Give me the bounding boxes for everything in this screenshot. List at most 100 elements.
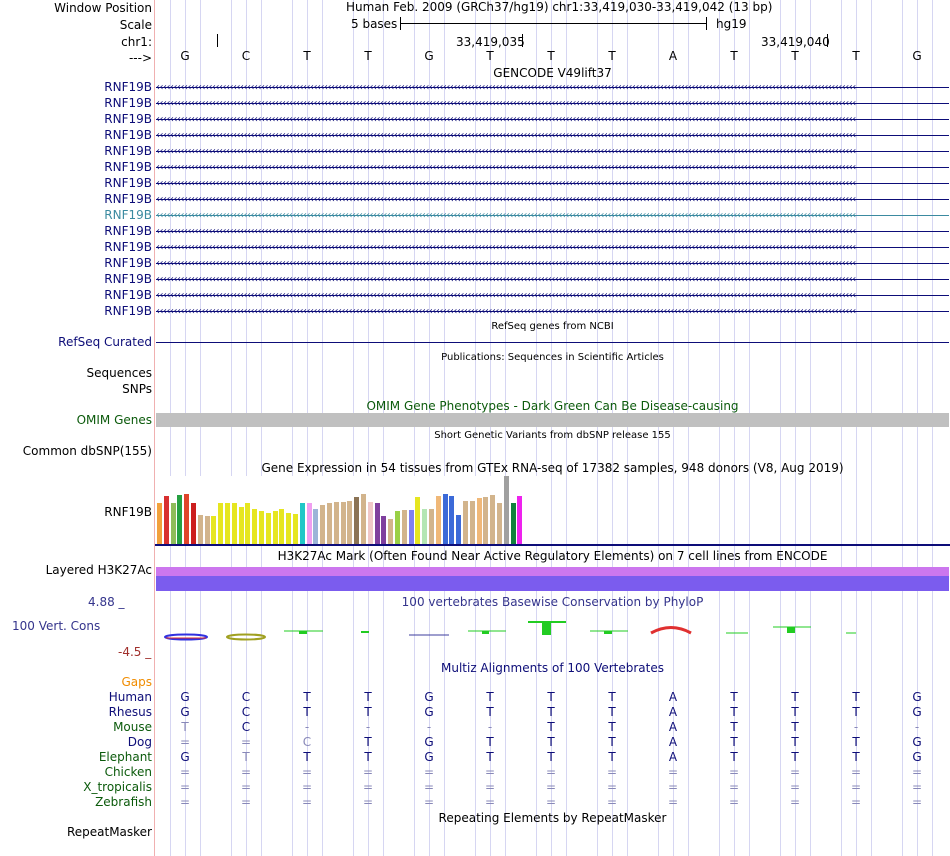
- conservation-plot[interactable]: [156, 612, 949, 652]
- repeatmasker-label[interactable]: RepeatMasker: [66, 825, 152, 839]
- gtex-bar[interactable]: [259, 511, 264, 544]
- repeatmasker-track-title[interactable]: Repeating Elements by RepeatMasker: [438, 811, 667, 825]
- gtex-bar[interactable]: [517, 496, 523, 544]
- gtex-bar[interactable]: [320, 505, 326, 544]
- multiz-gaps-label[interactable]: Gaps: [121, 675, 152, 689]
- multiz-species-label[interactable]: Dog: [127, 735, 152, 749]
- gtex-bar[interactable]: [381, 516, 387, 544]
- gtex-bar[interactable]: [497, 503, 502, 544]
- gtex-bar[interactable]: [177, 495, 183, 544]
- gtex-bar[interactable]: [442, 494, 448, 544]
- gtex-bar[interactable]: [347, 501, 353, 544]
- gtex-gene-label[interactable]: RNF19B: [104, 505, 152, 519]
- conservation-label[interactable]: 100 Vert. Cons: [12, 619, 101, 633]
- gencode-gene-label[interactable]: RNF19B: [104, 240, 152, 254]
- gtex-bar[interactable]: [279, 509, 285, 544]
- gtex-bar[interactable]: [435, 496, 441, 544]
- gtex-bar[interactable]: [313, 509, 319, 544]
- gtex-bar[interactable]: [361, 494, 366, 544]
- gencode-gene-label[interactable]: RNF19B: [104, 288, 152, 302]
- gtex-bar[interactable]: [231, 503, 237, 544]
- gtex-bar[interactable]: [395, 511, 400, 544]
- gtex-bar[interactable]: [265, 513, 271, 544]
- gtex-bar[interactable]: [408, 510, 414, 544]
- refseq-gene-line[interactable]: [156, 342, 949, 343]
- gencode-gene-feature[interactable]: ‹‹‹‹‹‹‹‹‹‹‹‹‹‹‹‹‹‹‹‹‹‹‹‹‹‹‹‹‹‹‹‹‹‹‹‹‹‹‹‹…: [156, 147, 949, 157]
- gtex-bar[interactable]: [401, 510, 407, 544]
- gtex-bar-chart[interactable]: [155, 476, 550, 544]
- gtex-bar[interactable]: [510, 503, 516, 544]
- omim-feature-bar[interactable]: [156, 413, 949, 427]
- gencode-gene-feature[interactable]: ‹‹‹‹‹‹‹‹‹‹‹‹‹‹‹‹‹‹‹‹‹‹‹‹‹‹‹‹‹‹‹‹‹‹‹‹‹‹‹‹…: [156, 259, 949, 269]
- h3k27ac-track-title[interactable]: H3K27Ac Mark (Often Found Near Active Re…: [277, 549, 828, 563]
- gtex-bar[interactable]: [286, 513, 292, 544]
- gtex-bar[interactable]: [327, 503, 332, 544]
- gtex-bar[interactable]: [252, 509, 258, 544]
- gencode-track-title[interactable]: GENCODE V49lift37: [493, 66, 612, 80]
- gtex-bar[interactable]: [197, 515, 203, 544]
- gtex-bar[interactable]: [211, 516, 217, 544]
- gtex-bar[interactable]: [238, 507, 244, 544]
- multiz-species-label[interactable]: X_tropicalis: [83, 780, 152, 794]
- gtex-bar[interactable]: [422, 509, 428, 544]
- gtex-bar[interactable]: [367, 502, 373, 544]
- gtex-bar[interactable]: [483, 497, 489, 544]
- multiz-species-label[interactable]: Mouse: [113, 720, 152, 734]
- publications-snps-label[interactable]: SNPs: [122, 382, 152, 396]
- gencode-gene-label[interactable]: RNF19B: [104, 160, 152, 174]
- gtex-bar[interactable]: [374, 503, 380, 544]
- gencode-gene-feature[interactable]: ‹‹‹‹‹‹‹‹‹‹‹‹‹‹‹‹‹‹‹‹‹‹‹‹‹‹‹‹‹‹‹‹‹‹‹‹‹‹‹‹…: [156, 291, 949, 301]
- gencode-gene-label[interactable]: RNF19B: [104, 96, 152, 110]
- gencode-gene-label[interactable]: RNF19B: [104, 272, 152, 286]
- gencode-gene-label[interactable]: RNF19B: [104, 144, 152, 158]
- gtex-bar[interactable]: [272, 511, 278, 544]
- multiz-species-label[interactable]: Zebrafish: [95, 795, 152, 809]
- conservation-track-title[interactable]: 100 vertebrates Basewise Conservation by…: [401, 595, 704, 609]
- gtex-bar[interactable]: [415, 497, 421, 544]
- gtex-bar[interactable]: [476, 498, 482, 544]
- gtex-bar[interactable]: [245, 503, 251, 544]
- gencode-gene-label[interactable]: RNF19B: [104, 176, 152, 190]
- gtex-bar[interactable]: [293, 514, 298, 544]
- gtex-bar[interactable]: [204, 516, 210, 544]
- gtex-bar[interactable]: [340, 502, 346, 544]
- gtex-bar[interactable]: [503, 476, 509, 544]
- gtex-bar[interactable]: [157, 503, 162, 544]
- gtex-bar[interactable]: [191, 503, 196, 544]
- multiz-species-label[interactable]: Human: [108, 690, 152, 704]
- gencode-gene-label[interactable]: RNF19B: [104, 112, 152, 126]
- gencode-gene-label[interactable]: RNF19B: [104, 256, 152, 270]
- gtex-bar[interactable]: [354, 497, 360, 544]
- omim-track-title[interactable]: OMIM Gene Phenotypes - Dark Green Can Be…: [366, 399, 739, 413]
- gtex-bar[interactable]: [429, 509, 434, 544]
- gtex-bar[interactable]: [469, 501, 475, 544]
- omim-label[interactable]: OMIM Genes: [76, 413, 152, 427]
- gencode-gene-feature[interactable]: ‹‹‹‹‹‹‹‹‹‹‹‹‹‹‹‹‹‹‹‹‹‹‹‹‹‹‹‹‹‹‹‹‹‹‹‹‹‹‹‹…: [156, 131, 949, 141]
- refseq-track-title[interactable]: RefSeq genes from NCBI: [491, 321, 614, 332]
- gencode-gene-feature[interactable]: ‹‹‹‹‹‹‹‹‹‹‹‹‹‹‹‹‹‹‹‹‹‹‹‹‹‹‹‹‹‹‹‹‹‹‹‹‹‹‹‹…: [156, 99, 949, 109]
- gtex-bar[interactable]: [218, 503, 224, 544]
- gtex-bar[interactable]: [306, 503, 312, 544]
- h3k27ac-label[interactable]: Layered H3K27Ac: [45, 563, 152, 577]
- gencode-gene-feature[interactable]: ‹‹‹‹‹‹‹‹‹‹‹‹‹‹‹‹‹‹‹‹‹‹‹‹‹‹‹‹‹‹‹‹‹‹‹‹‹‹‹‹…: [156, 195, 949, 205]
- gtex-bar[interactable]: [170, 503, 176, 544]
- multiz-species-label[interactable]: Chicken: [104, 765, 152, 779]
- gencode-gene-label[interactable]: RNF19B: [104, 304, 152, 318]
- publications-sequences-label[interactable]: Sequences: [86, 366, 152, 380]
- multiz-species-label[interactable]: Elephant: [98, 750, 152, 764]
- gtex-bar[interactable]: [225, 503, 230, 544]
- refseq-label[interactable]: RefSeq Curated: [58, 335, 152, 349]
- gtex-bar[interactable]: [163, 496, 169, 544]
- gencode-gene-label[interactable]: RNF19B: [104, 192, 152, 206]
- gencode-gene-feature[interactable]: ‹‹‹‹‹‹‹‹‹‹‹‹‹‹‹‹‹‹‹‹‹‹‹‹‹‹‹‹‹‹‹‹‹‹‹‹‹‹‹‹…: [156, 163, 949, 173]
- dbsnp-track-title[interactable]: Short Genetic Variants from dbSNP releas…: [434, 430, 671, 441]
- gtex-bar[interactable]: [299, 503, 305, 544]
- gtex-bar[interactable]: [490, 495, 496, 544]
- h3k27ac-signal-top[interactable]: [156, 567, 949, 576]
- gencode-gene-label[interactable]: RNF19B: [104, 80, 152, 94]
- gencode-gene-feature[interactable]: ‹‹‹‹‹‹‹‹‹‹‹‹‹‹‹‹‹‹‹‹‹‹‹‹‹‹‹‹‹‹‹‹‹‹‹‹‹‹‹‹…: [156, 115, 949, 125]
- multiz-track-title[interactable]: Multiz Alignments of 100 Vertebrates: [440, 661, 665, 675]
- dbsnp-label[interactable]: Common dbSNP(155): [22, 444, 152, 458]
- gencode-gene-feature[interactable]: ‹‹‹‹‹‹‹‹‹‹‹‹‹‹‹‹‹‹‹‹‹‹‹‹‹‹‹‹‹‹‹‹‹‹‹‹‹‹‹‹…: [156, 179, 949, 189]
